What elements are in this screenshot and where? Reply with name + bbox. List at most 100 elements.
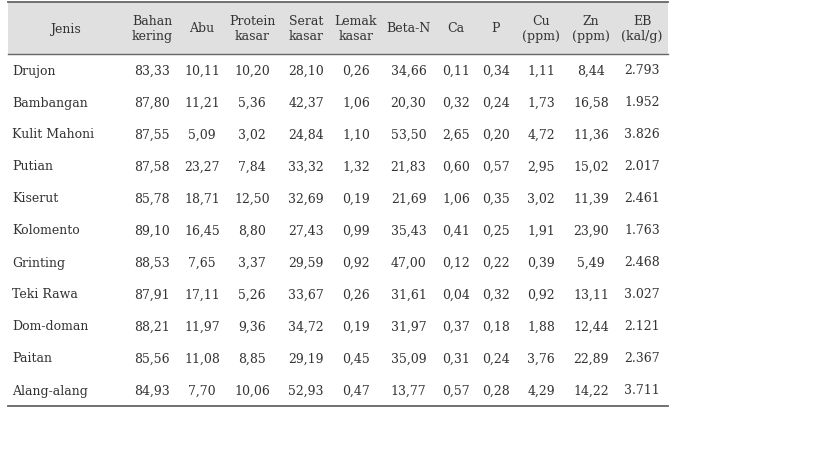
- Bar: [8, 3, 668, 55]
- Text: 31,97: 31,97: [391, 320, 426, 333]
- Text: 5,09: 5,09: [188, 128, 215, 141]
- Text: 8,44: 8,44: [577, 64, 605, 77]
- Text: 7,70: 7,70: [188, 384, 215, 396]
- Text: Lemak
kasar: Lemak kasar: [335, 15, 377, 43]
- Text: Alang-alang: Alang-alang: [12, 384, 88, 396]
- Text: Drujon: Drujon: [12, 64, 55, 77]
- Text: 3.027: 3.027: [624, 288, 660, 301]
- Text: 83,33: 83,33: [134, 64, 170, 77]
- Text: 88,53: 88,53: [134, 256, 170, 269]
- Text: 3.711: 3.711: [624, 384, 660, 396]
- Text: 0,45: 0,45: [342, 352, 370, 365]
- Text: 11,36: 11,36: [573, 128, 609, 141]
- Text: EB
(kal/g): EB (kal/g): [621, 15, 663, 43]
- Text: 0,24: 0,24: [482, 352, 510, 365]
- Text: 85,78: 85,78: [134, 192, 170, 205]
- Text: 0,99: 0,99: [342, 224, 370, 237]
- Text: 10,20: 10,20: [234, 64, 270, 77]
- Text: 31,61: 31,61: [391, 288, 427, 301]
- Text: Cu
(ppm): Cu (ppm): [522, 15, 560, 43]
- Text: Abu: Abu: [189, 23, 215, 36]
- Text: 29,59: 29,59: [288, 256, 324, 269]
- Text: 12,50: 12,50: [234, 192, 270, 205]
- Text: 4,72: 4,72: [527, 128, 555, 141]
- Text: 18,71: 18,71: [184, 192, 220, 205]
- Text: 0,20: 0,20: [482, 128, 510, 141]
- Text: 84,93: 84,93: [134, 384, 170, 396]
- Text: 5,36: 5,36: [238, 96, 266, 109]
- Text: 52,93: 52,93: [288, 384, 324, 396]
- Text: 33,32: 33,32: [288, 160, 324, 173]
- Text: 12,44: 12,44: [573, 320, 609, 333]
- Text: 1.952: 1.952: [624, 96, 660, 109]
- Text: 29,19: 29,19: [288, 352, 324, 365]
- Text: 0,28: 0,28: [482, 384, 510, 396]
- Text: 2.461: 2.461: [624, 192, 660, 205]
- Text: 0,26: 0,26: [342, 64, 370, 77]
- Text: 0,04: 0,04: [442, 288, 470, 301]
- Text: 87,58: 87,58: [134, 160, 170, 173]
- Text: 9,36: 9,36: [238, 320, 266, 333]
- Text: 27,43: 27,43: [288, 224, 324, 237]
- Text: 0,60: 0,60: [442, 160, 470, 173]
- Text: Bambangan: Bambangan: [12, 96, 88, 109]
- Text: 2,65: 2,65: [442, 128, 470, 141]
- Text: 10,06: 10,06: [234, 384, 270, 396]
- Text: 88,21: 88,21: [134, 320, 170, 333]
- Text: 7,65: 7,65: [188, 256, 215, 269]
- Text: 23,90: 23,90: [573, 224, 609, 237]
- Text: Jenis: Jenis: [50, 23, 81, 36]
- Text: Kulit Mahoni: Kulit Mahoni: [12, 128, 94, 141]
- Text: Paitan: Paitan: [12, 352, 52, 365]
- Text: 0,24: 0,24: [482, 96, 510, 109]
- Text: Kiserut: Kiserut: [12, 192, 58, 205]
- Text: 2.121: 2.121: [624, 320, 660, 333]
- Text: Teki Rawa: Teki Rawa: [12, 288, 78, 301]
- Text: 11,39: 11,39: [573, 192, 609, 205]
- Text: 0,34: 0,34: [482, 64, 510, 77]
- Text: 34,66: 34,66: [391, 64, 427, 77]
- Text: 3,76: 3,76: [527, 352, 555, 365]
- Text: 34,72: 34,72: [288, 320, 324, 333]
- Text: 7,84: 7,84: [238, 160, 266, 173]
- Text: 11,97: 11,97: [184, 320, 220, 333]
- Text: 0,19: 0,19: [342, 192, 370, 205]
- Text: 13,77: 13,77: [391, 384, 426, 396]
- Text: 0,57: 0,57: [442, 384, 470, 396]
- Text: 5,49: 5,49: [577, 256, 605, 269]
- Text: 87,91: 87,91: [134, 288, 170, 301]
- Text: 2.793: 2.793: [624, 64, 660, 77]
- Text: Bahan
kering: Bahan kering: [131, 15, 172, 43]
- Text: 3.826: 3.826: [624, 128, 660, 141]
- Text: Ca: Ca: [447, 23, 464, 36]
- Text: 0,92: 0,92: [527, 288, 555, 301]
- Text: 24,84: 24,84: [288, 128, 324, 141]
- Text: 0,39: 0,39: [527, 256, 555, 269]
- Text: 0,22: 0,22: [482, 256, 510, 269]
- Text: 3,37: 3,37: [238, 256, 266, 269]
- Text: 0,92: 0,92: [342, 256, 370, 269]
- Text: 0,32: 0,32: [442, 96, 470, 109]
- Text: 2.468: 2.468: [624, 256, 660, 269]
- Text: 1,10: 1,10: [342, 128, 370, 141]
- Text: 35,09: 35,09: [391, 352, 426, 365]
- Text: Putian: Putian: [12, 160, 53, 173]
- Text: 1,73: 1,73: [527, 96, 555, 109]
- Text: 22,89: 22,89: [574, 352, 609, 365]
- Text: 1,88: 1,88: [527, 320, 555, 333]
- Text: 85,56: 85,56: [134, 352, 170, 365]
- Text: 89,10: 89,10: [134, 224, 170, 237]
- Text: 1,32: 1,32: [342, 160, 370, 173]
- Text: 28,10: 28,10: [288, 64, 324, 77]
- Text: 10,11: 10,11: [184, 64, 220, 77]
- Text: 2,95: 2,95: [527, 160, 555, 173]
- Text: 15,02: 15,02: [573, 160, 609, 173]
- Text: 11,21: 11,21: [184, 96, 220, 109]
- Text: 87,55: 87,55: [135, 128, 170, 141]
- Text: 3,02: 3,02: [527, 192, 555, 205]
- Text: 13,11: 13,11: [573, 288, 609, 301]
- Text: 21,69: 21,69: [391, 192, 426, 205]
- Text: 16,58: 16,58: [573, 96, 609, 109]
- Text: 14,22: 14,22: [573, 384, 609, 396]
- Text: Protein
kasar: Protein kasar: [228, 15, 275, 43]
